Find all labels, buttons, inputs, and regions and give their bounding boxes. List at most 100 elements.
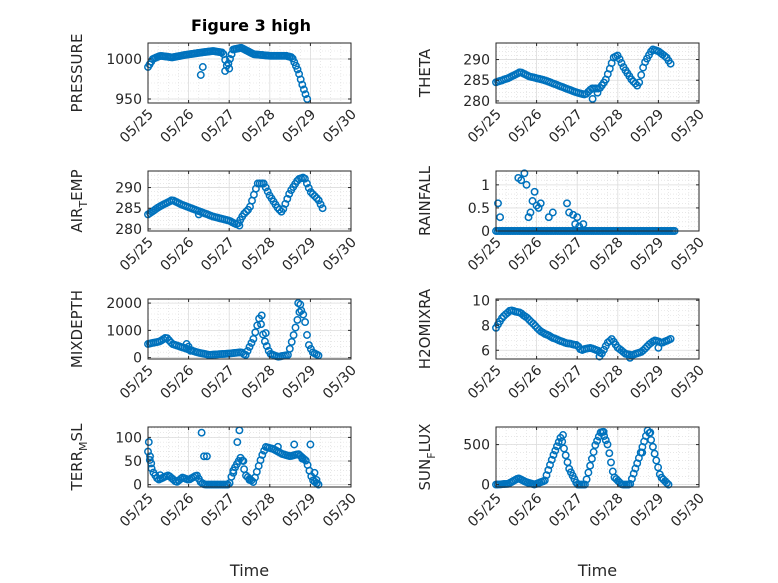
- y-tick-label: 6: [481, 343, 490, 359]
- data-point: [239, 457, 248, 465]
- data-point: [144, 438, 153, 447]
- x-tick-label: 05/29: [279, 363, 319, 403]
- x-tick-label: 05/29: [279, 491, 319, 531]
- data-point: [261, 183, 270, 192]
- x-tick-label: 05/30: [320, 107, 360, 147]
- data-markers: [144, 43, 312, 103]
- axes-box: [147, 170, 352, 232]
- data-point: [646, 428, 655, 437]
- x-tick-label: 05/25: [465, 363, 505, 403]
- y-tick-label: 1000: [106, 323, 142, 339]
- data-point: [666, 59, 675, 68]
- data-point: [573, 213, 582, 222]
- x-tick-label: 05/30: [668, 235, 708, 275]
- axes-box: [495, 426, 700, 488]
- data-point: [593, 436, 602, 445]
- data-point: [217, 48, 226, 57]
- x-tick-label: 05/30: [320, 235, 360, 275]
- x-tick-label: 05/27: [546, 363, 586, 403]
- y-tick-label: 290: [115, 181, 142, 197]
- x-tick-label: 05/27: [198, 235, 238, 275]
- x-tick-label: 05/26: [158, 234, 198, 274]
- data-point: [572, 341, 581, 349]
- data-point: [601, 436, 610, 445]
- x-tick-label: 05/28: [239, 491, 279, 531]
- data-point: [588, 94, 597, 103]
- y-tick-label: 50: [124, 454, 142, 470]
- data-point: [242, 207, 251, 216]
- y-axis-label-main: TERR: [68, 451, 86, 492]
- y-tick-label: 2000: [106, 296, 142, 312]
- data-point: [571, 220, 580, 229]
- data-point: [262, 342, 271, 351]
- data-point: [584, 468, 593, 477]
- data-point: [599, 345, 608, 354]
- data-point: [235, 221, 244, 230]
- x-tick-label: 05/28: [239, 235, 279, 275]
- data-point: [275, 205, 284, 214]
- x-tick-label: 05/29: [627, 363, 667, 403]
- data-point: [312, 475, 321, 484]
- x-tick-label: 05/30: [320, 491, 360, 531]
- data-point: [146, 452, 154, 461]
- data-point: [299, 310, 308, 319]
- x-tick-label: 05/28: [587, 107, 627, 147]
- x-tick-label: 05/30: [668, 363, 708, 403]
- x-tick-label: 05/26: [506, 106, 546, 146]
- data-point: [298, 80, 307, 89]
- data-point: [641, 344, 650, 353]
- y-axis-label: TERRMSL: [68, 423, 90, 492]
- x-tick-label: 05/29: [279, 235, 319, 275]
- data-point: [536, 199, 545, 208]
- data-point: [496, 213, 505, 222]
- data-point: [223, 480, 232, 489]
- data-markers: [144, 173, 327, 230]
- y-axis-label: SUNFLUX: [416, 424, 438, 491]
- data-point: [258, 450, 267, 459]
- data-point: [301, 318, 310, 327]
- data-point: [520, 169, 529, 178]
- data-point: [635, 78, 644, 87]
- data-point: [163, 334, 172, 343]
- x-tick-label: 05/27: [198, 491, 238, 531]
- data-point: [289, 331, 298, 340]
- data-point: [226, 54, 234, 63]
- x-tick-label: 05/25: [117, 363, 157, 403]
- x-tick-label: 05/28: [587, 235, 627, 275]
- y-tick-label: 0.5: [468, 201, 490, 217]
- x-tick-label: 05/26: [158, 490, 198, 530]
- data-markers: [492, 45, 675, 103]
- data-point: [285, 189, 294, 198]
- data-point: [247, 338, 256, 347]
- x-tick-label: 05/25: [465, 235, 505, 275]
- subplot-mixdepth: 0 1000 2000 05/25 05/26 05/27 05/28 05/29 05/30 M…: [68, 290, 360, 402]
- data-point: [626, 353, 634, 362]
- data-point: [523, 314, 532, 322]
- y-axis-label-rest: LUX: [416, 424, 434, 453]
- subplot-h2omixra: 6 8 10 05/25 05/26 05/27 05/28 05/29 05/30 H2OMIX…: [416, 288, 708, 402]
- data-point: [233, 438, 242, 447]
- data-point: [647, 435, 656, 444]
- data-point: [304, 341, 313, 350]
- figure-title: Figure 3 high: [191, 16, 311, 35]
- x-tick-label: 05/26: [158, 362, 198, 402]
- data-point: [291, 323, 300, 332]
- y-tick-label: 0: [481, 478, 490, 494]
- data-point: [637, 71, 646, 79]
- data-point: [184, 342, 193, 351]
- data-point: [599, 427, 608, 436]
- data-point: [310, 468, 319, 477]
- data-point: [605, 336, 614, 345]
- data-point: [299, 85, 308, 94]
- data-point: [551, 446, 560, 455]
- y-axis-label-subscript: M: [77, 441, 90, 451]
- x-tick-label: 05/27: [198, 363, 238, 403]
- data-point: [565, 208, 574, 217]
- x-tick-label: 05/29: [627, 491, 667, 531]
- x-tick-label: 05/30: [668, 491, 708, 531]
- data-point: [290, 440, 299, 449]
- x-tick-label: 05/25: [117, 491, 157, 531]
- axes-box: [495, 42, 700, 104]
- data-point: [261, 329, 270, 338]
